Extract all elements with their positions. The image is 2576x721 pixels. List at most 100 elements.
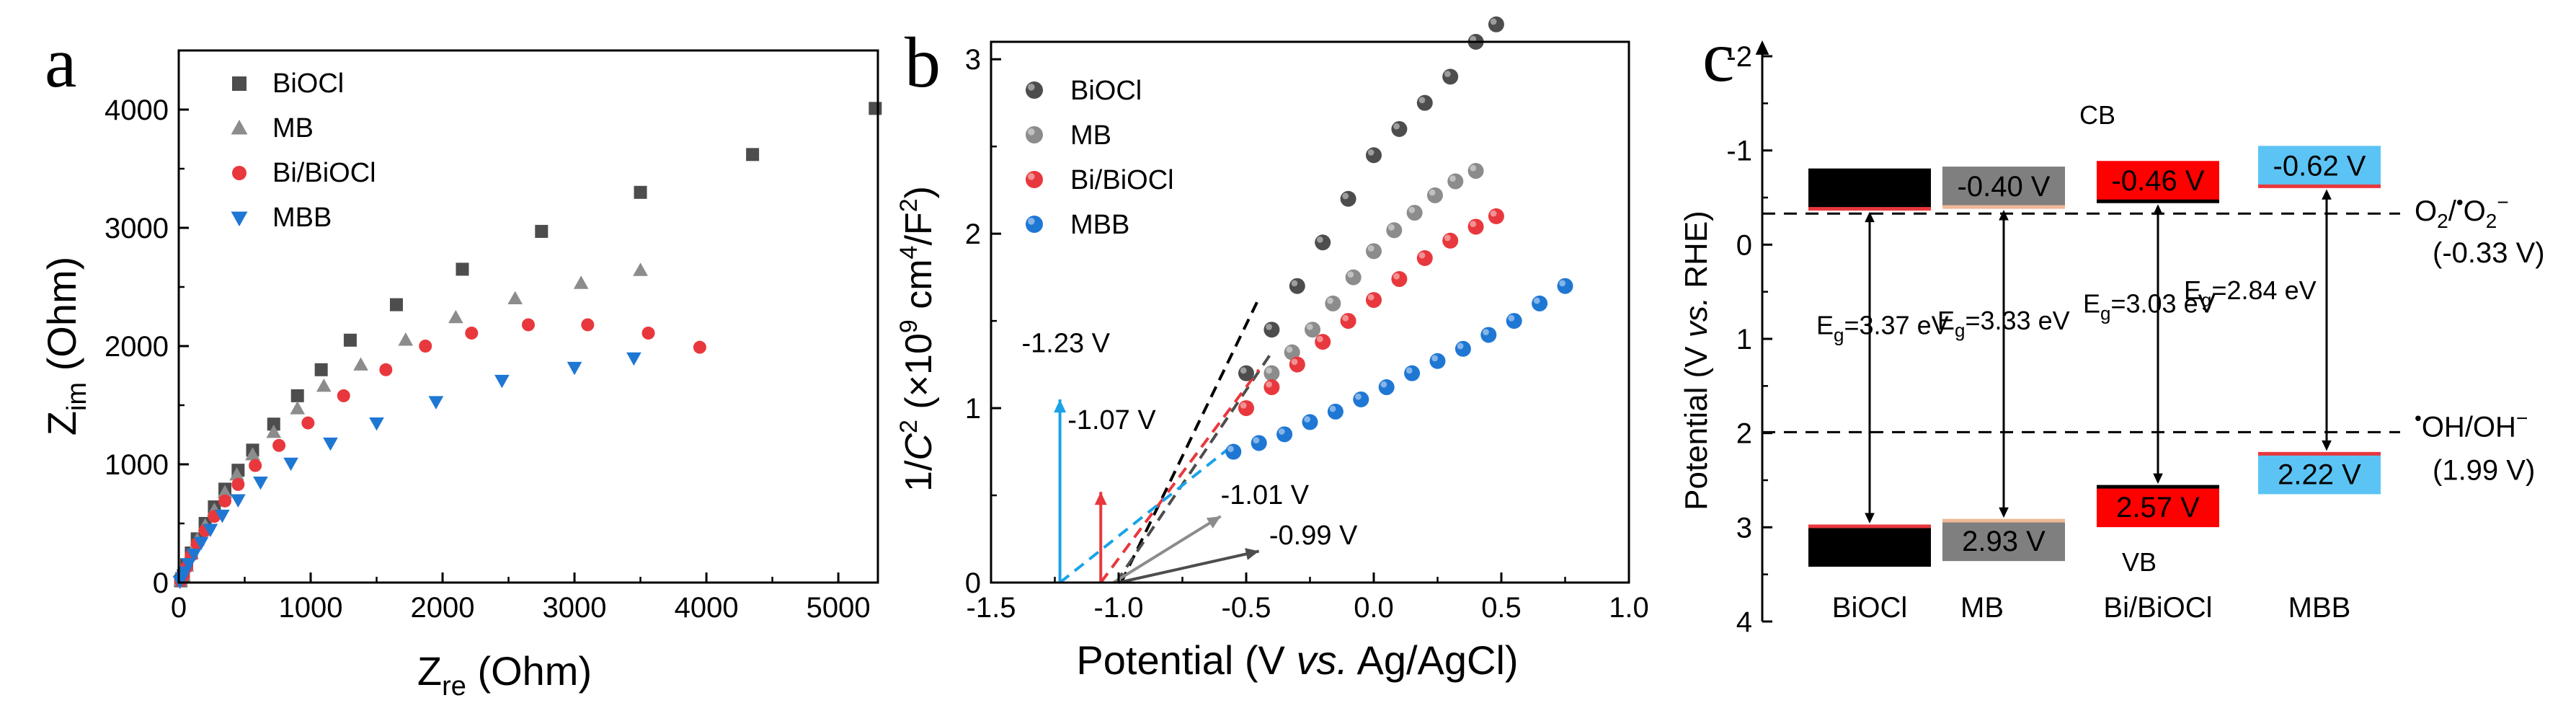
panel-b-xtick-label: 0.0 (1354, 592, 1394, 624)
panel-b-point-body (1442, 68, 1459, 85)
panel-b-point-highlight (1408, 206, 1416, 213)
panel-c-eg-label-sub: g (2201, 289, 2211, 311)
panel-b-point-body (1263, 365, 1280, 381)
panel-a-point (186, 548, 202, 562)
panel-b-point (1263, 322, 1280, 338)
panel-b-point-highlight (1286, 346, 1293, 353)
panel-b-annotation-arrowhead (1245, 548, 1259, 560)
panel-c-eg-label-rest: =3.37 eV (1844, 310, 1948, 340)
panel-b-point-body (1454, 340, 1471, 357)
panel-b-legend-marker-highlight (1028, 173, 1035, 180)
panel-b-point-highlight (1444, 234, 1451, 242)
panel-b-point-body (1251, 435, 1267, 451)
panel-a-legend-marker (232, 76, 247, 91)
panel-c-vb-label: VB (2122, 547, 2157, 577)
panel-a-chart: 0 1000 2000 3000 4000 5000 0 1000 2000 3000 4000 B… (39, 49, 882, 702)
panel-c-vb-value: 2.57 V (2116, 492, 2200, 523)
panel-b-xlabel-c: Ag/AgCl) (1348, 637, 1519, 683)
panel-b-point-highlight (1266, 381, 1272, 388)
panel-b-point (1345, 269, 1362, 286)
panel-b-point-highlight (1405, 367, 1413, 374)
panel-b-point (1327, 403, 1343, 420)
panel-c-ytick-label: 4 (1736, 606, 1752, 638)
panel-c-ytick-label: 0 (1736, 229, 1752, 261)
panel-c-eg-label-main: E (1937, 306, 1955, 335)
panel-b-legend: BiOCl MB Bi/BiOCl MBB (1026, 76, 1174, 240)
panel-a-point (218, 494, 232, 508)
panel-a-point (290, 389, 304, 402)
panel-b-annotation-arrow (1112, 515, 1222, 584)
panel-c-category-label: BiOCl (1832, 592, 1907, 624)
panel-b-point-body (1327, 403, 1343, 420)
panel-b-ylabel-a: 1/ (898, 460, 940, 492)
panel-a-xtick-label: 0 (171, 592, 187, 624)
panel-a-point (573, 275, 589, 289)
panel-b-annotation-label: -1.01 V (1221, 480, 1310, 510)
panel-b-legend-label: MBB (1070, 210, 1129, 240)
panel-c-redox-label-o2: O2/•O2− (2415, 191, 2509, 232)
panel-a-point (323, 437, 338, 451)
panel-a-point (693, 340, 706, 354)
panel-b-point-body (1532, 295, 1548, 311)
panel-c-cb-value: -0.62 V (2273, 150, 2366, 182)
panel-b-point (1238, 365, 1254, 381)
panel-c-redox-value-oh: (1.99 V) (2433, 454, 2535, 486)
panel-b-point-highlight (1342, 314, 1349, 322)
panel-a-point (389, 298, 403, 311)
panel-b-ylabel-f: cm (898, 259, 940, 319)
panel-b-point-highlight (1329, 405, 1336, 412)
panel-b-point (1391, 120, 1408, 137)
panel-c-vb-box (2258, 454, 2381, 495)
panel-a-point (272, 438, 286, 452)
panel-b-xlabel: Potential (V vs. Ag/AgCl) (1076, 637, 1518, 683)
panel-c-eg-label-sub: g (2100, 302, 2110, 324)
panel-a-xlabel-sub: re (442, 671, 466, 702)
panel-a-point (266, 424, 282, 438)
panel-b-point-body (1340, 190, 1356, 207)
panel-c-ytick-label: -1 (1726, 136, 1752, 167)
panel-a-point (231, 494, 246, 508)
panel-b-annotation-label: -1.23 V (1021, 329, 1110, 359)
panel-b-ylabel: 1/C2 (×109 cm4/F2) (895, 186, 940, 492)
panel-c-redox-lines: O2/•O2−(-0.33 V)•OH/OH−(1.99 V) (1762, 191, 2545, 486)
panel-a-axes: 0 1000 2000 3000 4000 5000 0 1000 2000 3000 4000 (105, 49, 879, 624)
panel-c-ylabel-a: Potential (V (1679, 337, 1714, 510)
panel-c-cb-value: -0.46 V (2112, 165, 2205, 197)
panel-c-category-label: MBB (2288, 592, 2351, 624)
panel-b-point (1366, 292, 1382, 309)
panel-c-gap-arrowhead-down (1999, 507, 2009, 518)
panel-b-point (1404, 365, 1421, 381)
panel-b-legend-marker-highlight (1028, 84, 1035, 91)
panel-b-point-highlight (1227, 446, 1234, 453)
panel-b-point (1302, 414, 1318, 430)
panel-a-legend-marker (232, 166, 247, 180)
panel-a-point (193, 536, 209, 551)
panel-a-point (456, 262, 469, 276)
panel-c-eg-label-sub: g (1955, 319, 1965, 341)
panel-a-frame (177, 49, 879, 584)
panel-b-point (1416, 94, 1433, 111)
panel-b-point-body (1238, 365, 1254, 381)
panel-c-vb-value: 2.93 V (1962, 526, 2046, 557)
panel-a-point (535, 224, 548, 238)
panel-b-xtick-label: -1.5 (967, 592, 1016, 624)
panel-b-point-body (1378, 379, 1395, 396)
panel-b-point (1315, 234, 1331, 251)
panel-a-xlabel-rest: (Ohm) (466, 648, 592, 694)
panel-c-eg-label: Eg=2.84 eV (2184, 275, 2317, 311)
panel-b-legend-marker-body (1026, 81, 1043, 99)
panel-a-point (181, 558, 197, 572)
panel-a-xlabel: Zre (Ohm) (417, 648, 592, 702)
panel-a-xtick-label: 5000 (807, 592, 871, 624)
panel-b-point-body (1391, 120, 1408, 137)
panel-a-legend-label: MB (272, 113, 314, 143)
panel-b-point-body (1442, 232, 1459, 249)
panel-a-point (567, 361, 582, 376)
panel-c-gap-arrowhead-down (2153, 473, 2163, 485)
panel-b-axes: -1.5 -1.0 -0.5 0.0 0.5 1.0 0 1 2 3 (965, 40, 1649, 624)
panel-b-ylabel-i: 2 (895, 198, 923, 212)
panel-b-ylabel-c: 2 (895, 420, 923, 433)
panel-c-eg-label-main: E (1816, 310, 1834, 340)
